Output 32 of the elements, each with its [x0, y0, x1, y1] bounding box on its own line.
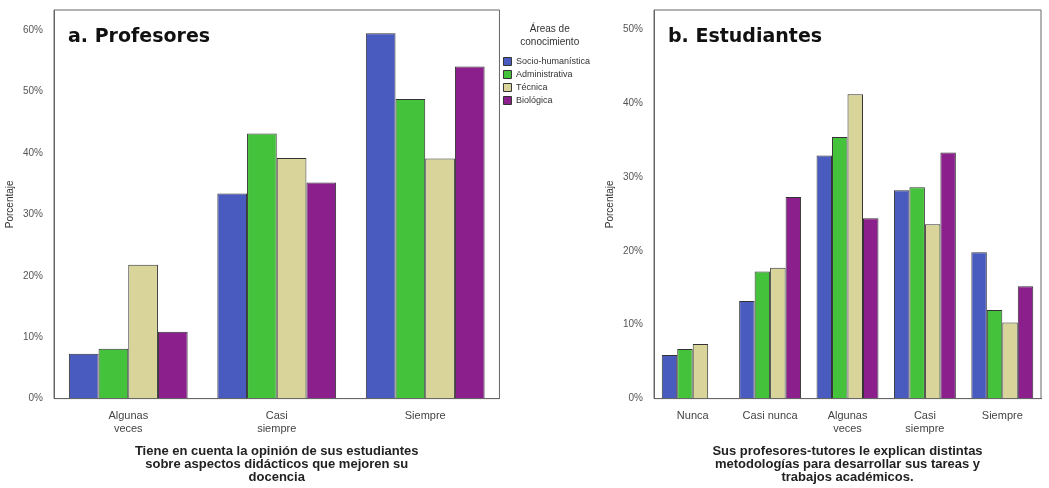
- y-tick-label: 30%: [623, 170, 644, 182]
- text: a. Profesores: [68, 24, 211, 47]
- y-tick-label: 50%: [623, 22, 644, 34]
- y-tick-label: 30%: [23, 208, 44, 220]
- legend-label: Técnica: [515, 81, 548, 92]
- y-tick-label: 40%: [23, 146, 44, 158]
- y-tick-label: 10%: [623, 318, 644, 330]
- x-tick-label: Casi nunca: [742, 409, 799, 422]
- legend-label: Biológica: [515, 94, 553, 105]
- x-tick-label: Casi siempre: [257, 409, 297, 435]
- y-tick-label: 40%: [623, 96, 644, 108]
- text: b. Estudiantes: [668, 24, 823, 47]
- y-tick-label: 60%: [23, 24, 44, 36]
- y-axis-title: Porcentaje: [3, 179, 15, 229]
- x-tick-label: Siempre: [981, 409, 1023, 422]
- y-tick-label: 0%: [28, 392, 44, 404]
- y-tick-label: 50%: [23, 85, 44, 97]
- y-tick-label: 10%: [23, 330, 44, 342]
- x-tick-label: Casi siempre: [905, 409, 945, 435]
- legend-title: Áreas de conocimiento: [520, 21, 580, 47]
- x-tick-label: Nunca: [676, 409, 710, 422]
- x-axis-title: Tiene en cuenta la opinión de sus estudiantes sobre aspectos didácticos que mejoren su docencia: [134, 443, 419, 485]
- y-tick-label: 20%: [23, 269, 44, 281]
- legend-label: Administrativa: [515, 68, 573, 79]
- legend-label: Socio-humanística: [515, 55, 591, 66]
- x-tick-label: Algunas veces: [108, 409, 149, 435]
- y-tick-label: 0%: [628, 392, 644, 404]
- x-tick-label: Siempre: [404, 409, 446, 422]
- x-tick-label: Algunas veces: [827, 409, 868, 435]
- y-axis-title: Porcentaje: [603, 179, 615, 229]
- x-axis-title: Sus profesores-tutores le explican distintas metodologías para desarrollar sus tareas y trabajos académicos.: [712, 443, 983, 485]
- y-tick-label: 20%: [623, 244, 644, 256]
